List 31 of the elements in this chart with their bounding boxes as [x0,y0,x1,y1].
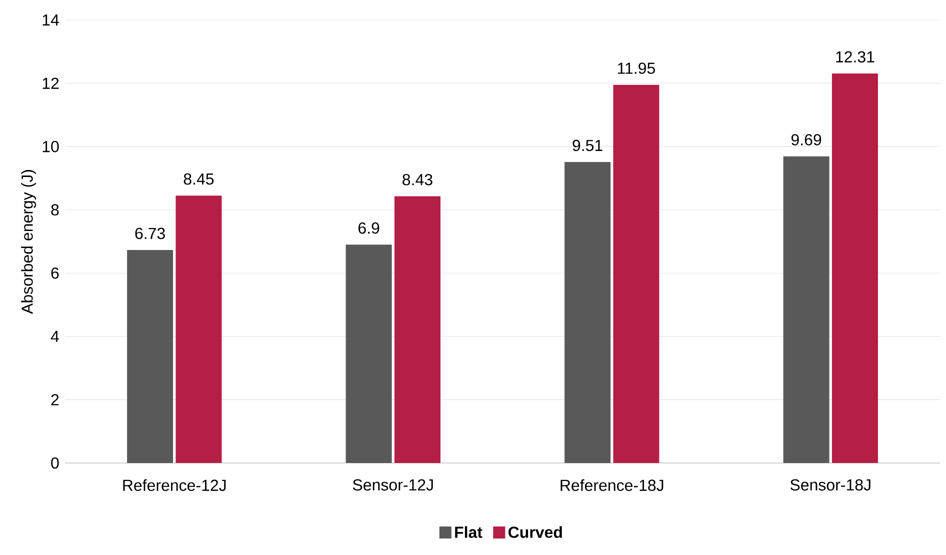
y-tick-label: 0 [51,457,59,469]
y-tick-label: 4 [50,330,59,342]
bar [394,196,440,463]
legend-label: Flat [455,526,482,538]
data-label: 9.69 [791,134,822,146]
bar [783,156,830,463]
x-tick-label: Sensor-18J [790,479,870,491]
data-label: 12.31 [836,51,874,63]
bar [127,250,174,463]
bar [176,196,222,463]
data-label: 9.51 [572,140,602,152]
x-tick-label: Sensor-12J [352,479,433,491]
y-tick-label: 6 [51,267,59,279]
bar [346,244,392,463]
y-axis-title: Absorbed energy (J) [21,170,36,314]
y-tick-label: 10 [42,140,59,152]
data-label: 6.9 [358,222,380,234]
data-label: 6.73 [135,228,165,240]
x-tick-label: Reference-18J [560,479,664,491]
data-label: 8.43 [402,174,432,186]
bar [613,84,660,463]
y-tick-label: 2 [51,394,59,406]
data-label: 11.95 [618,62,655,74]
legend-label: Curved [508,526,562,538]
y-tick-label: 12 [42,78,59,89]
x-tick-label: Reference-12J [123,479,226,491]
bar [832,73,878,463]
bar [564,162,611,463]
data-label: 8.45 [184,173,214,185]
y-tick-label: 8 [51,204,59,216]
y-tick-label: 14 [42,14,59,26]
